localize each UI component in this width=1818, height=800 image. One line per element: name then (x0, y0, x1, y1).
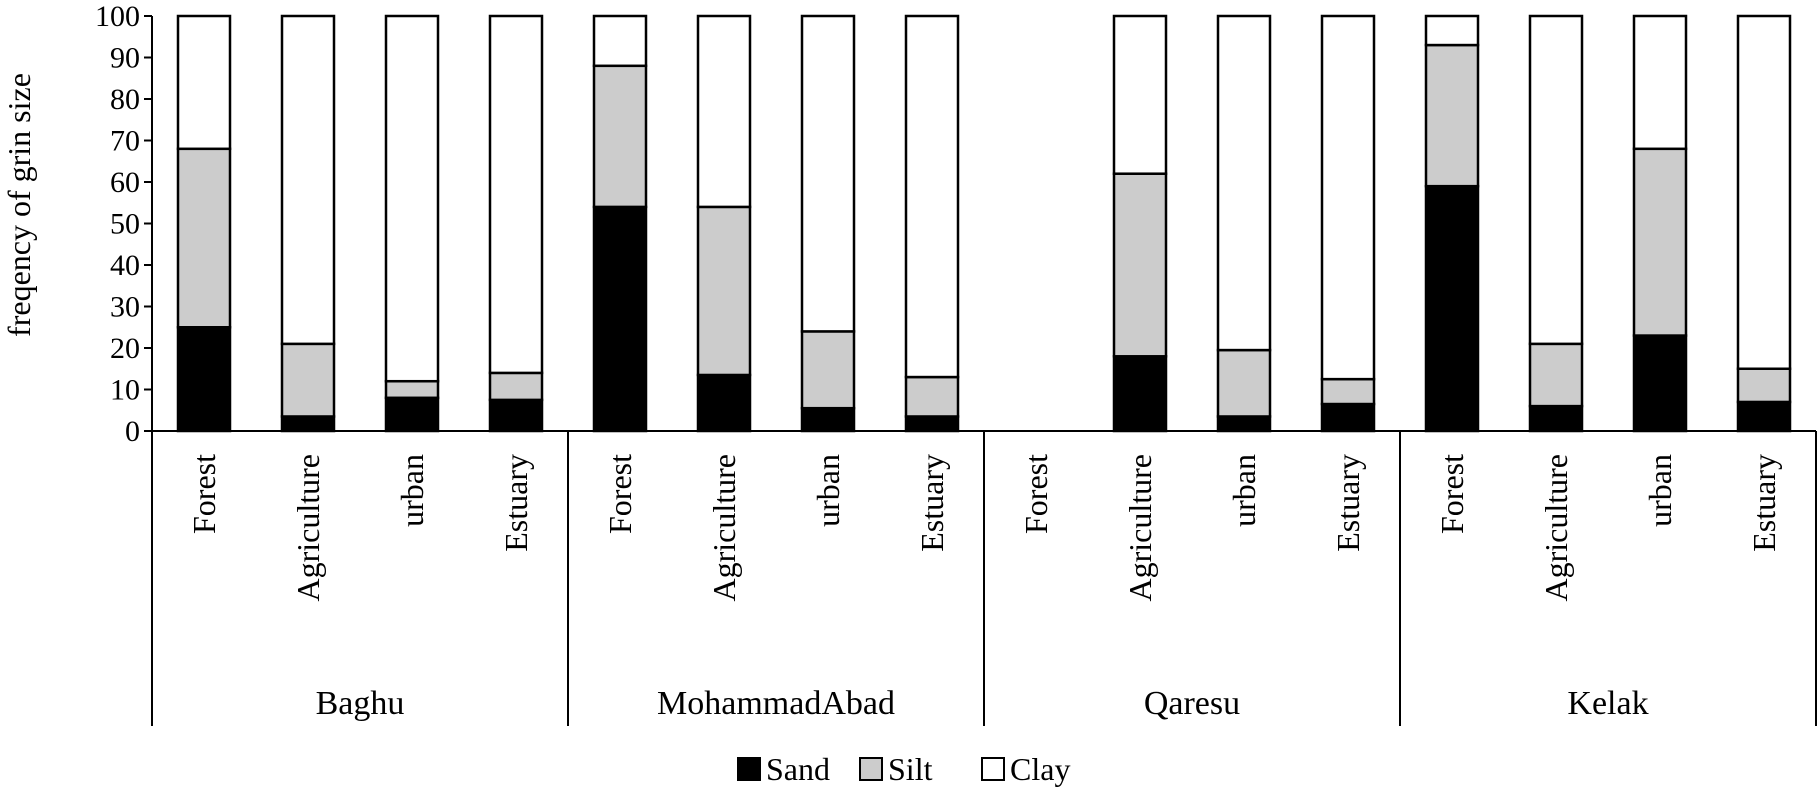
bar-clay (1424, 14, 1480, 47)
legend-label-sand: Sand (766, 751, 830, 787)
bar-silt (592, 64, 648, 209)
labels-layer: 0 10 20 30 40 50 60 70 80 90 100 Forest Agriculture u… (95, 0, 1782, 722)
bar-clay (1216, 14, 1272, 352)
bar-clay (176, 14, 232, 151)
y-tick-label: 40 (110, 249, 140, 282)
y-tick-label: 10 (110, 374, 140, 407)
bar-sand (696, 373, 752, 433)
y-axis-label: freqency of grin size (1, 73, 37, 337)
bar-sand (1320, 402, 1376, 433)
y-tick-label: 90 (110, 42, 140, 75)
bar-sand (904, 415, 960, 433)
category-label: Agriculture (1122, 454, 1158, 602)
bar-clay (1632, 14, 1688, 151)
bar-clay (592, 14, 648, 68)
category-label: Forest (602, 454, 638, 534)
category-label: urban (1642, 454, 1678, 527)
legend-swatch-silt (859, 757, 883, 781)
y-tick-label: 60 (110, 166, 140, 199)
bar-silt (904, 375, 960, 418)
bar-clay (904, 14, 960, 379)
group-label: Qaresu (1144, 685, 1240, 722)
y-tick-label: 70 (110, 125, 140, 158)
bar-silt (1736, 367, 1792, 404)
y-tick-label: 20 (110, 332, 140, 365)
bar-clay (800, 14, 856, 333)
bar-sand (1736, 400, 1792, 433)
bar-clay (1736, 14, 1792, 370)
category-label: Estuary (1330, 454, 1366, 552)
category-label: Estuary (1746, 454, 1782, 552)
bar-sand (1112, 355, 1168, 433)
category-label: Agriculture (706, 454, 742, 602)
bar-clay (1112, 14, 1168, 175)
bar-sand (800, 406, 856, 433)
bar-sand (1424, 184, 1480, 433)
category-label: urban (394, 454, 430, 527)
category-label: Agriculture (290, 454, 326, 602)
bar-sand (488, 398, 544, 433)
category-label: Estuary (914, 454, 950, 552)
group-label: Baghu (316, 685, 405, 722)
bar-sand (280, 415, 336, 433)
category-label: Forest (1018, 454, 1054, 534)
bar-silt (280, 342, 336, 418)
bar-silt (1632, 147, 1688, 337)
y-tick-label: 100 (95, 0, 140, 33)
bar-silt (1216, 348, 1272, 418)
bar-silt (696, 205, 752, 377)
y-tick-label: 0 (125, 415, 140, 448)
bar-silt (488, 371, 544, 402)
category-label: Forest (186, 454, 222, 534)
y-tick-label: 80 (110, 83, 140, 116)
bar-clay (280, 14, 336, 346)
bar-sand (1632, 334, 1688, 433)
bar-sand (1528, 404, 1584, 433)
group-label: MohammadAbad (657, 685, 895, 722)
category-label: Estuary (498, 454, 534, 552)
bar-clay (1528, 14, 1584, 346)
bar-clay (696, 14, 752, 209)
bar-silt (800, 330, 856, 410)
bar-silt (1112, 172, 1168, 358)
category-label: urban (810, 454, 846, 527)
y-tick-label: 30 (110, 291, 140, 324)
bar-silt (1528, 342, 1584, 408)
legend-swatch-sand (737, 757, 761, 781)
bar-sand (384, 396, 440, 433)
bar-sand (176, 326, 232, 433)
axes-layer (144, 15, 1817, 726)
group-label: Kelak (1567, 685, 1648, 722)
legend-label-clay: Clay (1010, 751, 1070, 787)
bar-clay (488, 14, 544, 375)
bar-sand (1216, 415, 1272, 433)
bar-silt (384, 379, 440, 400)
bar-silt (1320, 377, 1376, 406)
bar-silt (176, 147, 232, 329)
bar-silt (1424, 43, 1480, 188)
y-tick-label: 50 (110, 208, 140, 241)
bar-sand (592, 205, 648, 433)
legend-swatch-clay (981, 757, 1005, 781)
category-label: Agriculture (1538, 454, 1574, 602)
legend-label-silt: Silt (888, 751, 933, 787)
category-label: Forest (1434, 454, 1470, 534)
bar-clay (1320, 14, 1376, 381)
category-label: urban (1226, 454, 1262, 527)
bar-clay (384, 14, 440, 383)
legend: Sand Silt Clay (737, 751, 1070, 787)
bars-layer (176, 14, 1792, 433)
